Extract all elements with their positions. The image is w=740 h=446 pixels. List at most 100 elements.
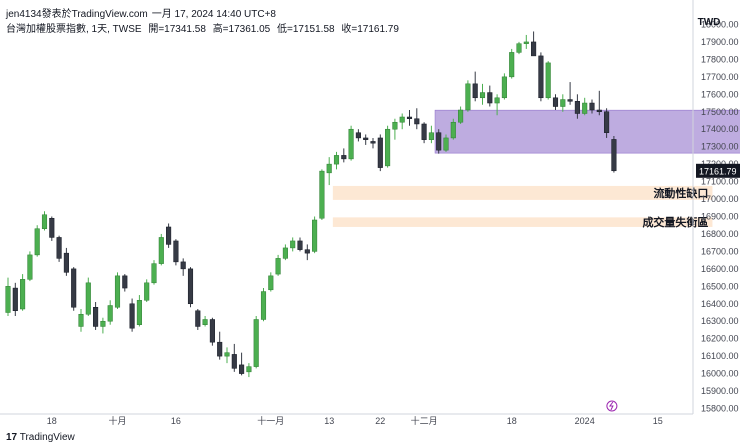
zone-label-2: 成交量失衡區 xyxy=(642,215,708,229)
zone-0 xyxy=(434,109,740,154)
candle-47 xyxy=(348,125,354,161)
candle-60 xyxy=(443,134,449,152)
y-tick-6: 16400.00 xyxy=(701,299,739,309)
candle-23 xyxy=(173,239,179,266)
candle-51 xyxy=(377,134,383,172)
candle-0 xyxy=(5,277,11,316)
chart-header: jen4134發表於TradingView.com 一月 17, 2024 14:… xyxy=(6,5,403,35)
last-price-box xyxy=(696,163,740,178)
candle-31 xyxy=(231,343,237,372)
candle-73 xyxy=(538,52,544,102)
candle-43 xyxy=(319,169,325,220)
candle-56 xyxy=(414,108,420,130)
candle-50 xyxy=(370,137,376,149)
candle-13 xyxy=(100,317,106,334)
y-tick-10: 16800.00 xyxy=(701,229,739,239)
candle-70 xyxy=(516,41,522,55)
datetime-text: 一月 17, 2024 14:40 UTC+8 xyxy=(151,9,276,20)
candle-30 xyxy=(224,347,230,364)
candle-49 xyxy=(363,134,369,145)
candle-7 xyxy=(56,235,62,262)
candle-6 xyxy=(49,216,55,241)
y-tick-8: 16600.00 xyxy=(701,264,739,274)
candle-12 xyxy=(93,302,99,330)
publisher-text: jen4134發表於TradingView.com xyxy=(6,9,148,20)
candle-36 xyxy=(268,272,274,292)
candle-83 xyxy=(611,136,617,173)
y-tick-9: 16700.00 xyxy=(701,246,739,256)
candle-25 xyxy=(187,267,194,308)
candle-54 xyxy=(399,113,405,130)
y-tick-19: 17700.00 xyxy=(701,72,739,82)
x-tick-5: 22 xyxy=(375,416,385,426)
y-tick-15: 17300.00 xyxy=(701,142,739,152)
candle-20 xyxy=(151,260,157,285)
candle-17 xyxy=(129,298,135,332)
y-tick-13: 17100.00 xyxy=(701,177,739,187)
y-tick-2: 16000.00 xyxy=(701,369,739,379)
candle-33 xyxy=(246,363,252,378)
candle-40 xyxy=(297,237,303,252)
candle-80 xyxy=(589,99,595,114)
candle-42 xyxy=(312,216,318,254)
candle-57 xyxy=(421,122,427,144)
open-value: 開=17341.58 xyxy=(148,24,206,35)
high-value: 高=17361.05 xyxy=(212,24,271,35)
candle-44 xyxy=(326,157,332,186)
candle-82 xyxy=(604,108,610,138)
candle-15 xyxy=(114,272,121,310)
candle-76 xyxy=(560,94,566,112)
y-tick-22: 18000.00 xyxy=(701,19,739,29)
candle-39 xyxy=(290,237,296,252)
currency-label: TWD xyxy=(698,17,721,28)
candle-63 xyxy=(465,80,471,112)
candle-55 xyxy=(406,110,413,126)
y-tick-12: 17000.00 xyxy=(701,194,739,204)
x-tick-7: 18 xyxy=(507,416,517,426)
candle-41 xyxy=(304,244,310,261)
candle-5 xyxy=(41,211,48,231)
y-tick-18: 17600.00 xyxy=(701,89,739,99)
brand-name: TradingView xyxy=(19,432,75,443)
candle-21 xyxy=(158,233,164,266)
candle-62 xyxy=(458,106,464,124)
candle-22 xyxy=(166,223,172,248)
candle-59 xyxy=(436,129,442,154)
candle-14 xyxy=(107,300,113,325)
y-tick-3: 16100.00 xyxy=(701,351,739,361)
candle-64 xyxy=(472,71,478,102)
symbol-text: 台灣加權股票指數, 1天, TWSE xyxy=(6,24,142,35)
candle-32 xyxy=(239,352,245,376)
last-price-label: 17161.79 xyxy=(699,166,737,176)
candle-75 xyxy=(552,94,559,111)
candle-77 xyxy=(567,82,573,105)
candle-45 xyxy=(333,151,340,170)
zone-2 xyxy=(332,217,713,227)
tradingview-logo[interactable]: 17 TradingView xyxy=(6,432,75,443)
zone-label-1: 流動性缺口 xyxy=(653,186,708,200)
candle-38 xyxy=(282,244,288,261)
x-tick-1: 十月 xyxy=(108,415,126,426)
y-tick-5: 16300.00 xyxy=(701,316,739,326)
candle-52 xyxy=(385,125,391,168)
candle-24 xyxy=(180,258,186,276)
zones-layer: Weekly +OB流動性缺口成交量失衡區 xyxy=(332,109,740,229)
candle-67 xyxy=(494,94,500,116)
candle-8 xyxy=(63,247,69,276)
y-tick-11: 16900.00 xyxy=(701,211,739,221)
candle-66 xyxy=(487,85,493,107)
y-tick-21: 17900.00 xyxy=(701,37,739,47)
x-tick-3: 十一月 xyxy=(257,415,284,426)
axis-layer: 15800.00 15900.00 16000.00 16100.00 16200.00… xyxy=(0,0,740,426)
candle-26 xyxy=(195,309,201,330)
low-value: 低=17151.58 xyxy=(277,24,335,35)
candle-29 xyxy=(217,331,223,360)
candle-1 xyxy=(12,282,18,316)
candle-53 xyxy=(392,118,398,140)
logo-icon: 17 xyxy=(6,432,18,443)
candle-69 xyxy=(509,48,515,79)
y-tick-17: 17500.00 xyxy=(701,107,739,117)
candle-37 xyxy=(275,254,281,276)
x-tick-8: 2024 xyxy=(575,416,595,426)
